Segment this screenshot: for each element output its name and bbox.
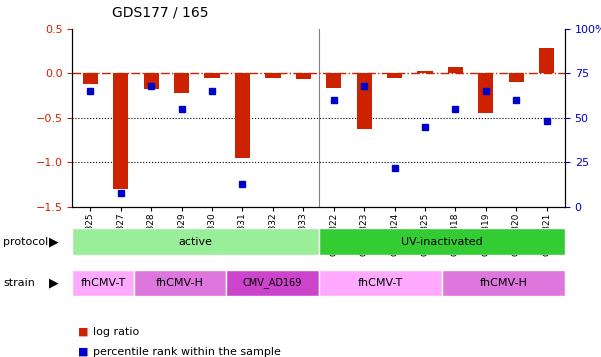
FancyBboxPatch shape — [133, 270, 226, 296]
Bar — [356, 73, 372, 129]
Text: fhCMV-T: fhCMV-T — [358, 278, 403, 288]
FancyBboxPatch shape — [72, 228, 319, 255]
Bar — [387, 73, 402, 77]
Bar — [144, 73, 159, 89]
Text: CMV_AD169: CMV_AD169 — [243, 277, 302, 288]
Bar — [83, 73, 98, 84]
Text: fhCMV-T: fhCMV-T — [81, 278, 126, 288]
Bar — [265, 73, 281, 77]
Text: percentile rank within the sample: percentile rank within the sample — [93, 347, 281, 357]
Text: fhCMV-H: fhCMV-H — [480, 278, 527, 288]
FancyBboxPatch shape — [319, 270, 442, 296]
Bar — [296, 73, 311, 80]
Bar — [204, 73, 219, 77]
Text: ■: ■ — [78, 327, 88, 337]
Bar — [174, 73, 189, 93]
Text: UV-inactivated: UV-inactivated — [401, 237, 483, 247]
Bar — [478, 73, 493, 114]
Text: ■: ■ — [78, 347, 88, 357]
Text: strain: strain — [3, 278, 35, 288]
FancyBboxPatch shape — [319, 228, 565, 255]
Text: fhCMV-H: fhCMV-H — [156, 278, 204, 288]
Bar — [418, 71, 433, 73]
Bar — [539, 48, 554, 73]
Text: active: active — [178, 237, 212, 247]
Bar — [326, 73, 341, 89]
Text: ▶: ▶ — [49, 277, 59, 290]
Text: ▶: ▶ — [49, 236, 59, 248]
FancyBboxPatch shape — [72, 270, 133, 296]
Text: log ratio: log ratio — [93, 327, 139, 337]
Bar — [235, 73, 250, 158]
Text: GDS177 / 165: GDS177 / 165 — [112, 6, 208, 20]
Bar — [113, 73, 129, 189]
FancyBboxPatch shape — [226, 270, 319, 296]
FancyBboxPatch shape — [442, 270, 565, 296]
Bar — [508, 73, 524, 82]
Text: protocol: protocol — [3, 237, 48, 247]
Bar — [448, 67, 463, 73]
